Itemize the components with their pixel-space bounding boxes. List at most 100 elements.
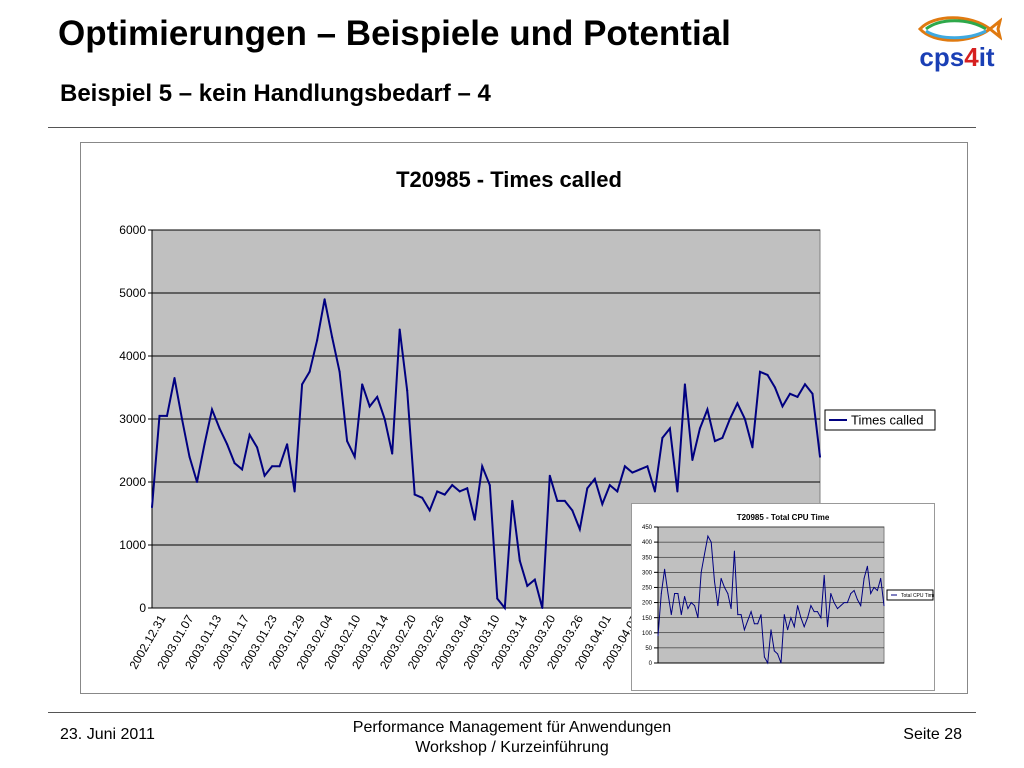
data-point bbox=[803, 626, 805, 628]
data-point bbox=[248, 433, 251, 436]
slide-subtitle: Beispiel 5 – kein Handlungsbedarf – 4 bbox=[60, 80, 491, 107]
data-point bbox=[860, 605, 862, 607]
data-point bbox=[750, 611, 752, 613]
data-point bbox=[850, 592, 852, 594]
data-point bbox=[721, 436, 724, 439]
data-point bbox=[241, 468, 244, 471]
data-point bbox=[158, 414, 161, 417]
data-point bbox=[677, 592, 679, 594]
data-point bbox=[496, 597, 499, 600]
data-point bbox=[413, 493, 416, 496]
data-point bbox=[863, 577, 865, 579]
data-point bbox=[819, 455, 821, 458]
data-point bbox=[690, 602, 692, 604]
data-point bbox=[511, 499, 514, 502]
legend-box bbox=[824, 409, 936, 431]
data-point bbox=[781, 405, 784, 408]
data-point bbox=[353, 455, 356, 458]
data-point bbox=[736, 402, 739, 405]
data-point bbox=[793, 626, 795, 628]
data-point bbox=[827, 626, 828, 628]
footer-line-1: Performance Management für Anwendungen bbox=[352, 719, 672, 736]
data-point bbox=[757, 623, 759, 625]
data-point bbox=[753, 623, 755, 625]
data-point bbox=[586, 487, 589, 490]
footer-caption: Performance Management für Anwendungen W… bbox=[312, 718, 712, 758]
footer-date: 23. Juni 2011 bbox=[60, 726, 155, 743]
logo-wordmark: cps4it bbox=[919, 42, 995, 72]
y-tick-label: 1000 bbox=[119, 538, 146, 552]
data-point bbox=[770, 629, 772, 631]
data-point bbox=[820, 617, 822, 619]
data-point bbox=[286, 443, 289, 446]
chart-title: T20985 - Total CPU Time bbox=[737, 513, 830, 522]
data-point bbox=[556, 499, 559, 502]
y-tick-label: 3000 bbox=[119, 412, 146, 426]
data-point bbox=[466, 487, 469, 490]
data-point bbox=[323, 298, 326, 301]
data-point bbox=[853, 589, 855, 591]
data-point bbox=[503, 607, 506, 609]
data-point bbox=[740, 614, 742, 616]
data-point bbox=[713, 440, 716, 443]
data-point bbox=[406, 389, 409, 392]
y-tick-label: 0 bbox=[139, 601, 146, 615]
data-point bbox=[346, 440, 349, 443]
data-point bbox=[383, 418, 386, 420]
legend-box bbox=[886, 589, 934, 601]
data-point bbox=[173, 377, 176, 380]
data-point bbox=[664, 568, 666, 570]
y-tick-label: 5000 bbox=[119, 286, 146, 300]
data-point bbox=[338, 370, 341, 373]
data-point bbox=[717, 605, 719, 607]
footer-page-number: Seite 28 bbox=[903, 726, 962, 743]
data-point bbox=[800, 617, 802, 619]
legend-label: Times called bbox=[851, 413, 923, 428]
y-tick-label: 4000 bbox=[119, 349, 146, 363]
data-point bbox=[743, 418, 746, 420]
data-point bbox=[763, 656, 765, 658]
data-point bbox=[473, 518, 476, 521]
footer-divider bbox=[48, 712, 976, 713]
data-point bbox=[218, 427, 221, 430]
y-tick-label: 100 bbox=[642, 631, 653, 637]
data-point bbox=[870, 592, 872, 594]
data-point bbox=[720, 577, 722, 579]
data-point bbox=[790, 617, 792, 619]
data-point bbox=[833, 602, 835, 604]
data-point bbox=[541, 607, 544, 609]
cpu-time-inset: T20985 - Total CPU Time 0 50 100 150 200 250 30… bbox=[631, 503, 936, 691]
data-point bbox=[747, 620, 749, 622]
data-point bbox=[811, 392, 814, 395]
data-point bbox=[376, 395, 379, 398]
data-point bbox=[873, 586, 875, 588]
y-tick-label: 6000 bbox=[119, 223, 146, 237]
data-point bbox=[787, 629, 789, 631]
data-point bbox=[316, 339, 319, 342]
data-point bbox=[694, 605, 696, 607]
data-point bbox=[797, 605, 799, 607]
data-point bbox=[866, 565, 868, 567]
data-point bbox=[593, 477, 596, 480]
data-point bbox=[631, 471, 634, 474]
data-point bbox=[308, 370, 311, 373]
total-cpu-time-chart: T20985 - Total CPU Time 0 50 100 150 200 250 30… bbox=[642, 513, 936, 667]
data-point bbox=[758, 370, 761, 373]
data-point bbox=[807, 617, 809, 619]
y-tick-label: 150 bbox=[642, 616, 653, 622]
data-point bbox=[700, 571, 702, 573]
y-tick-label: 400 bbox=[642, 540, 653, 546]
data-point bbox=[226, 443, 229, 446]
data-point bbox=[278, 465, 281, 468]
data-point bbox=[737, 614, 739, 616]
data-point bbox=[668, 427, 671, 430]
data-point bbox=[361, 383, 364, 386]
data-point bbox=[883, 605, 885, 607]
data-point bbox=[846, 602, 848, 604]
data-point bbox=[773, 386, 776, 389]
data-point bbox=[751, 446, 754, 449]
data-point bbox=[710, 541, 712, 543]
data-point bbox=[856, 599, 858, 601]
data-point bbox=[813, 611, 815, 613]
data-point bbox=[481, 465, 484, 468]
